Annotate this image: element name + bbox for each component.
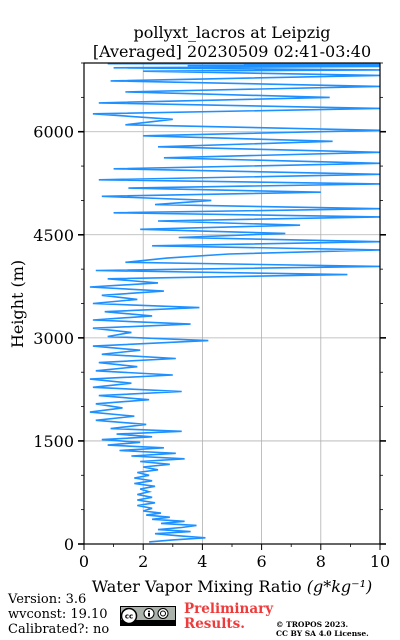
x-tick-label: 4: [197, 552, 207, 571]
footer-wvconst: wvconst: 19.10: [8, 607, 108, 622]
y-tick-label: 0: [64, 535, 74, 554]
x-tick-label: 2: [138, 552, 148, 571]
y-axis-label: Height (m): [8, 260, 27, 348]
preliminary-line-1: Preliminary: [184, 601, 274, 617]
series-group: [89, 63, 380, 543]
cc-by-sa-badge-icon: cc: [120, 606, 176, 626]
x-tick-label: 8: [316, 552, 326, 571]
y-tick-label: 6000: [33, 123, 74, 142]
x-tick-label: 10: [370, 552, 390, 571]
grid-lines: [83, 63, 381, 545]
y-tick-label: 4500: [33, 226, 74, 245]
chart-subtitle: [Averaged] 20230509 02:41-03:40: [93, 42, 371, 61]
wv-profile-chart: pollyxt_lacros at Leipzig [Averaged] 202…: [8, 23, 390, 596]
preliminary-notice: Preliminary Results.: [184, 602, 273, 632]
svg-text:cc: cc: [125, 613, 133, 621]
plot-frame: [83, 62, 381, 545]
chart-title: pollyxt_lacros at Leipzig: [133, 23, 330, 42]
x-tick-label: 6: [257, 552, 267, 571]
copyright-notice: © TROPOS 2023. CC BY SA 4.0 License.: [276, 620, 369, 638]
footer-calibrated: Calibrated?: no: [8, 622, 110, 637]
y-tick-label: 3000: [33, 329, 74, 348]
series-line-0: [89, 63, 380, 543]
x-axis-label-units: (g*kg⁻¹): [307, 577, 373, 596]
x-tick-label: 0: [79, 552, 89, 571]
footer-version: Version: 3.6: [8, 592, 87, 607]
x-axis-label-name: Water Vapor Mixing Ratio: [92, 577, 302, 596]
copyright-line-1: © TROPOS 2023.: [276, 620, 349, 629]
copyright-line-2: CC BY SA 4.0 License.: [276, 629, 369, 638]
axis-ticks: 0 2 4 6 8 10 0 1500 3000 4500 6000: [33, 62, 390, 571]
y-tick-label: 1500: [33, 432, 74, 451]
x-axis-label: Water Vapor Mixing Ratio (g*kg⁻¹): [92, 577, 373, 596]
preliminary-line-2: Results.: [184, 616, 245, 632]
